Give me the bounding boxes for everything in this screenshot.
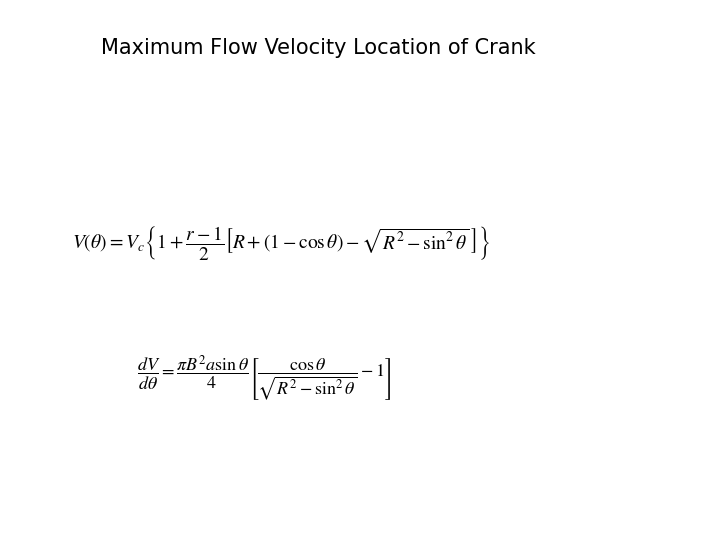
- Text: $\dfrac{dV}{d\theta}=\dfrac{\pi B^2a\sin\theta}{4}\left[\dfrac{\cos\theta}{\sqrt: $\dfrac{dV}{d\theta}=\dfrac{\pi B^2a\sin…: [137, 353, 391, 403]
- Text: Maximum Flow Velocity Location of Crank: Maximum Flow Velocity Location of Crank: [101, 38, 536, 58]
- Text: $V(\theta)=V_c\left\{1+\dfrac{r-1}{2}\left[R+(1-\cos\theta)-\sqrt{R^2-\sin^2\the: $V(\theta)=V_c\left\{1+\dfrac{r-1}{2}\le…: [72, 224, 490, 262]
